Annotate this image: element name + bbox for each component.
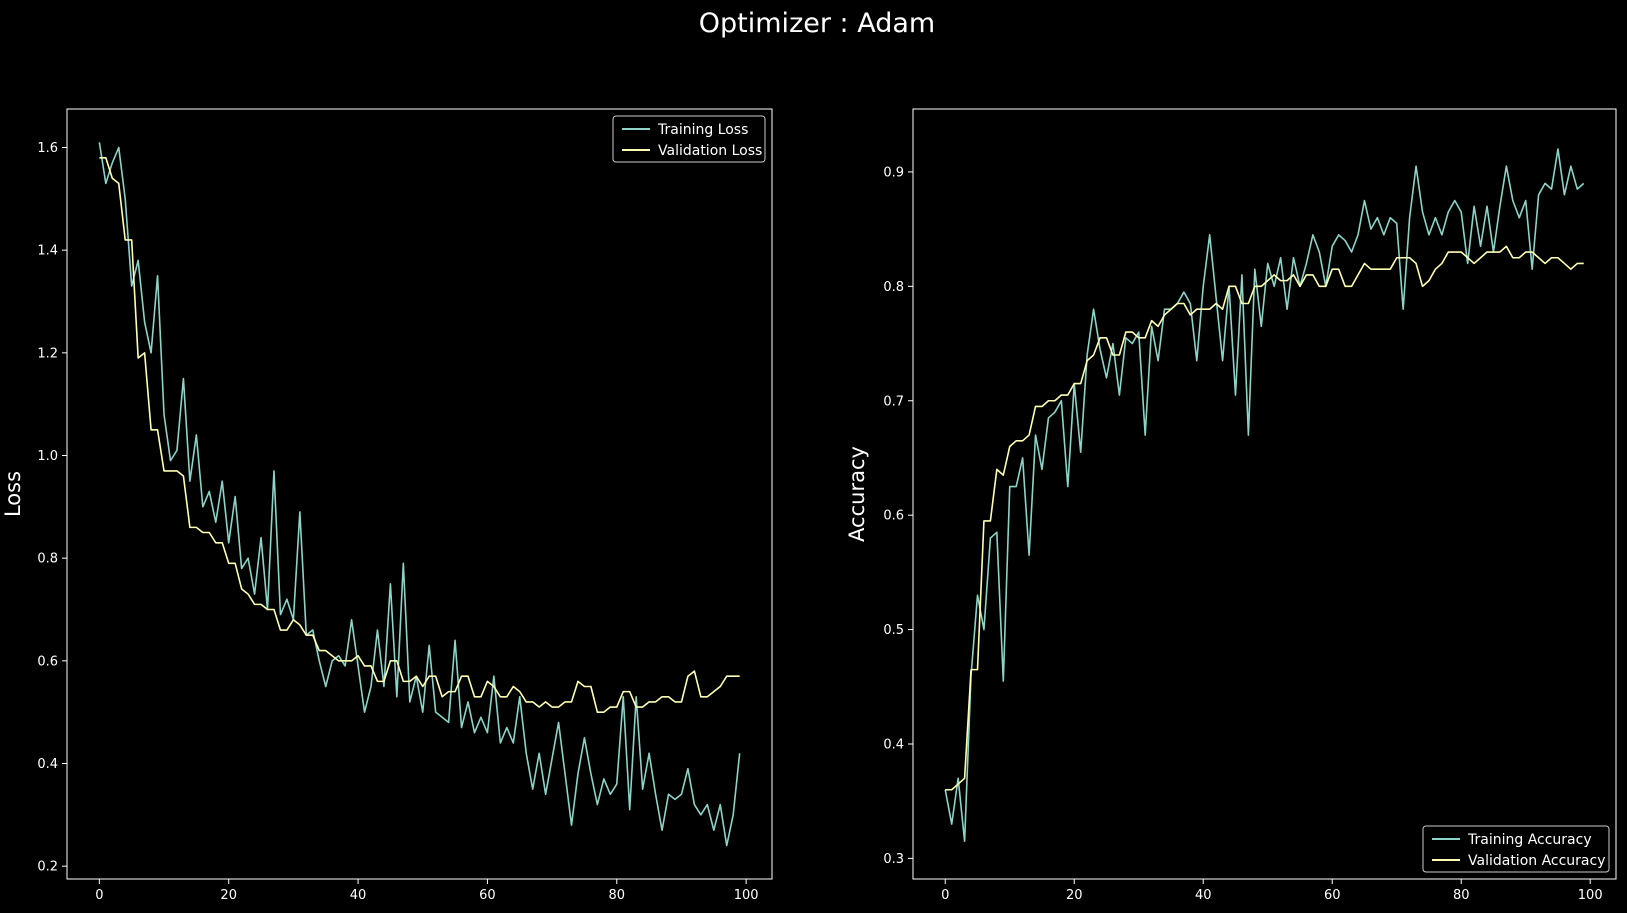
- y-axis-label: Loss: [1, 471, 25, 517]
- y-axis-label: Accuracy: [845, 446, 869, 542]
- y-tick-label: 0.8: [37, 552, 58, 567]
- y-tick-label: 1.0: [37, 449, 58, 464]
- x-tick-label: 0: [95, 888, 103, 903]
- y-tick-label: 1.4: [37, 244, 58, 259]
- x-tick-label: 100: [734, 888, 759, 903]
- series-line-training-loss: [98, 142, 741, 847]
- loss-chart: 0 20 40 60 80 100 0.2 0.4 0.6 0.8 1.0 1.2 1.4 1.6 Loss…: [1, 108, 773, 903]
- y-tick-label: 0.9: [883, 165, 904, 180]
- x-tick-label: 80: [1453, 888, 1470, 903]
- x-tick-label: 100: [1578, 888, 1603, 903]
- y-tick-label: 0.6: [37, 654, 58, 669]
- x-tick-label: 20: [220, 888, 237, 903]
- legend-label: Validation Accuracy: [1468, 853, 1606, 869]
- y-tick-label: 0.3: [883, 852, 904, 867]
- y-tick-label: 0.6: [883, 509, 904, 524]
- figure-title: Optimizer : Adam: [699, 8, 935, 39]
- legend-box: [612, 115, 766, 163]
- y-tick-label: 0.2: [37, 860, 58, 875]
- series-line-validation-accuracy: [945, 245, 1584, 791]
- y-tick-label: 0.7: [883, 394, 904, 409]
- legend: Training Accuracy Validation Accuracy: [1422, 825, 1610, 873]
- legend-box: [1422, 825, 1610, 873]
- series-line-training-accuracy: [944, 148, 1585, 843]
- x-tick-label: 80: [608, 888, 625, 903]
- legend-label: Validation Loss: [658, 143, 762, 159]
- y-tick-label: 0.4: [883, 737, 904, 752]
- y-tick-label: 0.8: [883, 280, 904, 295]
- legend-label: Training Loss: [657, 122, 748, 138]
- legend-label: Training Accuracy: [1467, 832, 1592, 848]
- y-tick-label: 1.2: [37, 346, 58, 361]
- plot-frame: [912, 108, 1617, 880]
- x-tick-label: 40: [1195, 888, 1212, 903]
- x-tick-label: 60: [1324, 888, 1341, 903]
- legend: Training Loss Validation Loss: [612, 115, 766, 163]
- y-tick-label: 0.5: [883, 623, 904, 638]
- accuracy-chart: 0 20 40 60 80 100 0.3 0.4 0.5 0.6 0.7 0.8 0.9 Accurac…: [845, 108, 1617, 903]
- x-tick-label: 60: [479, 888, 496, 903]
- x-tick-label: 0: [941, 888, 949, 903]
- plot-frame: [66, 108, 773, 880]
- x-tick-label: 40: [350, 888, 367, 903]
- y-tick-label: 0.4: [37, 757, 58, 772]
- y-tick-label: 1.6: [37, 141, 58, 156]
- x-tick-label: 20: [1066, 888, 1083, 903]
- series-line-validation-loss: [99, 156, 740, 713]
